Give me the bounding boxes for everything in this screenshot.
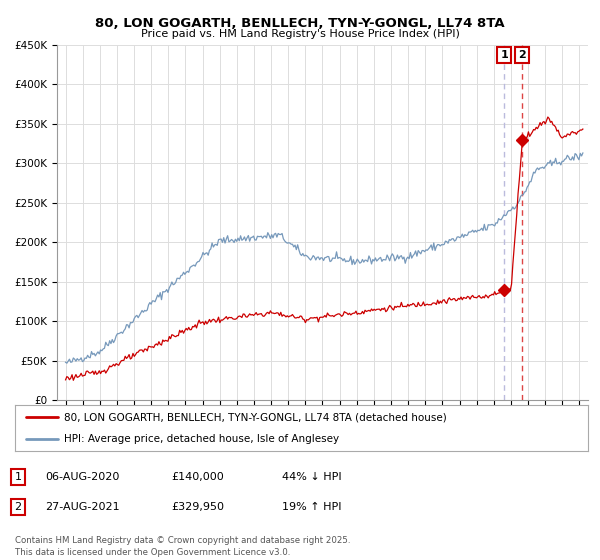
Text: 19% ↑ HPI: 19% ↑ HPI (282, 502, 341, 512)
Text: 27-AUG-2021: 27-AUG-2021 (45, 502, 119, 512)
Text: £329,950: £329,950 (171, 502, 224, 512)
Text: Price paid vs. HM Land Registry's House Price Index (HPI): Price paid vs. HM Land Registry's House … (140, 29, 460, 39)
Text: 80, LON GOGARTH, BENLLECH, TYN-Y-GONGL, LL74 8TA: 80, LON GOGARTH, BENLLECH, TYN-Y-GONGL, … (95, 17, 505, 30)
Text: 2: 2 (14, 502, 22, 512)
Text: 80, LON GOGARTH, BENLLECH, TYN-Y-GONGL, LL74 8TA (detached house): 80, LON GOGARTH, BENLLECH, TYN-Y-GONGL, … (64, 412, 446, 422)
Text: Contains HM Land Registry data © Crown copyright and database right 2025.
This d: Contains HM Land Registry data © Crown c… (15, 536, 350, 557)
Text: 44% ↓ HPI: 44% ↓ HPI (282, 472, 341, 482)
Text: HPI: Average price, detached house, Isle of Anglesey: HPI: Average price, detached house, Isle… (64, 435, 339, 444)
Text: 1: 1 (500, 50, 508, 60)
Text: 1: 1 (14, 472, 22, 482)
Text: £140,000: £140,000 (171, 472, 224, 482)
Text: 06-AUG-2020: 06-AUG-2020 (45, 472, 119, 482)
Text: 2: 2 (518, 50, 526, 60)
